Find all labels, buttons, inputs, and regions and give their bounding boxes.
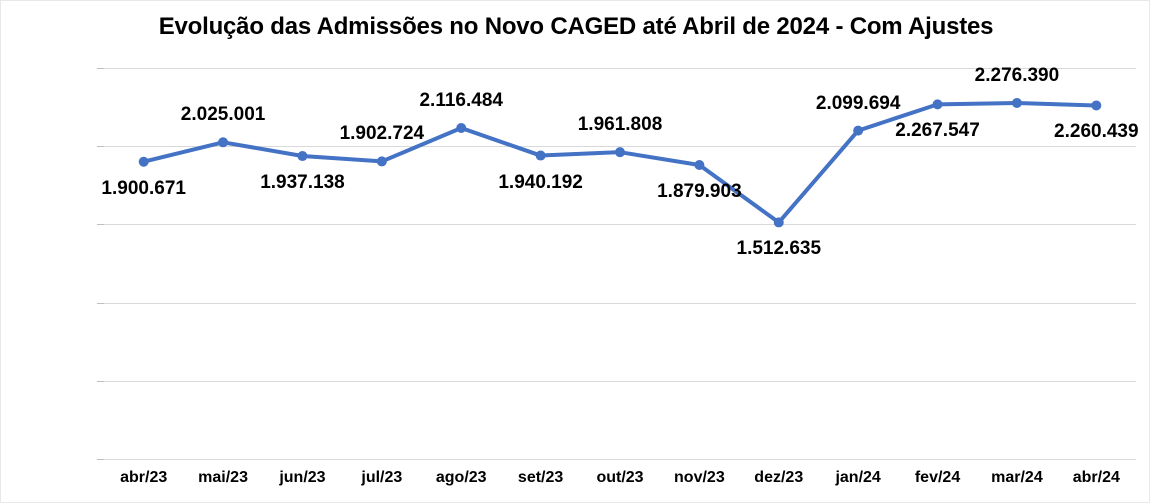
x-tick-label-jul-23: jul/23 [361,469,403,486]
series-markers [138,97,1102,228]
y-tick-mark [97,459,104,460]
data-label: 1.900.671 [101,177,186,199]
x-tick-label-nov-23: nov/23 [674,469,725,486]
gridline [104,224,1136,226]
x-tick-label-fev-24: fev/24 [914,469,961,486]
x-tick-label-jun-23: jun/23 [279,469,326,486]
chart-title: Evolução das Admissões no Novo CAGED até… [158,13,994,40]
x-tick-label-out-23: out/23 [596,469,644,486]
gridline [104,380,1136,382]
gridline [104,68,1136,69]
x-tick-label-dez-23: dez/23 [754,469,804,486]
data-point[interactable] [297,151,308,162]
data-point[interactable] [773,217,784,228]
data-point[interactable] [535,150,546,161]
data-point[interactable] [376,156,387,167]
y-tick-mark [97,380,104,382]
category-axis-line [104,459,1136,460]
data-point[interactable] [853,125,864,136]
x-tick-label-mar-24: mar/24 [991,469,1043,486]
data-point[interactable] [694,159,705,170]
data-label: 2.267.547 [895,120,980,142]
data-label: 2.025.001 [180,104,266,126]
data-point[interactable] [932,99,943,110]
gridline [104,302,1136,304]
data-label: 1.879.903 [657,180,742,202]
data-point[interactable] [218,137,229,148]
y-tick-mark [97,146,104,148]
data-label: 2.116.484 [419,89,503,111]
y-tick-mark [97,302,104,304]
y-tick-mark [97,68,104,69]
plot-area [104,68,1136,459]
data-label: 1.937.138 [260,172,345,194]
data-label: 1.940.192 [498,171,583,193]
x-tick-label-abr-24: abr/24 [1072,469,1120,486]
data-point[interactable] [615,147,625,158]
gridline [104,146,1136,148]
x-tick-label-ago-23: ago/23 [435,469,487,486]
x-tick-label-abr-23: abr/23 [120,469,168,486]
data-label: 2.260.439 [1054,121,1139,143]
x-tick-label-mai-23: mai/23 [198,469,248,486]
data-point[interactable] [1091,100,1102,111]
data-label: 1.902.724 [339,123,425,145]
data-label: 1.961.808 [577,114,663,136]
y-tick-mark [97,224,104,226]
data-point[interactable] [138,156,149,167]
data-label: 1.512.635 [736,238,822,260]
x-tick-label-set-23: set/23 [517,469,564,486]
data-point[interactable] [1011,97,1022,108]
data-label: 2.276.390 [974,64,1060,86]
data-point[interactable] [456,122,467,133]
data-label: 2.099.694 [815,92,901,114]
x-tick-label-jan-24: jan/24 [835,469,881,486]
